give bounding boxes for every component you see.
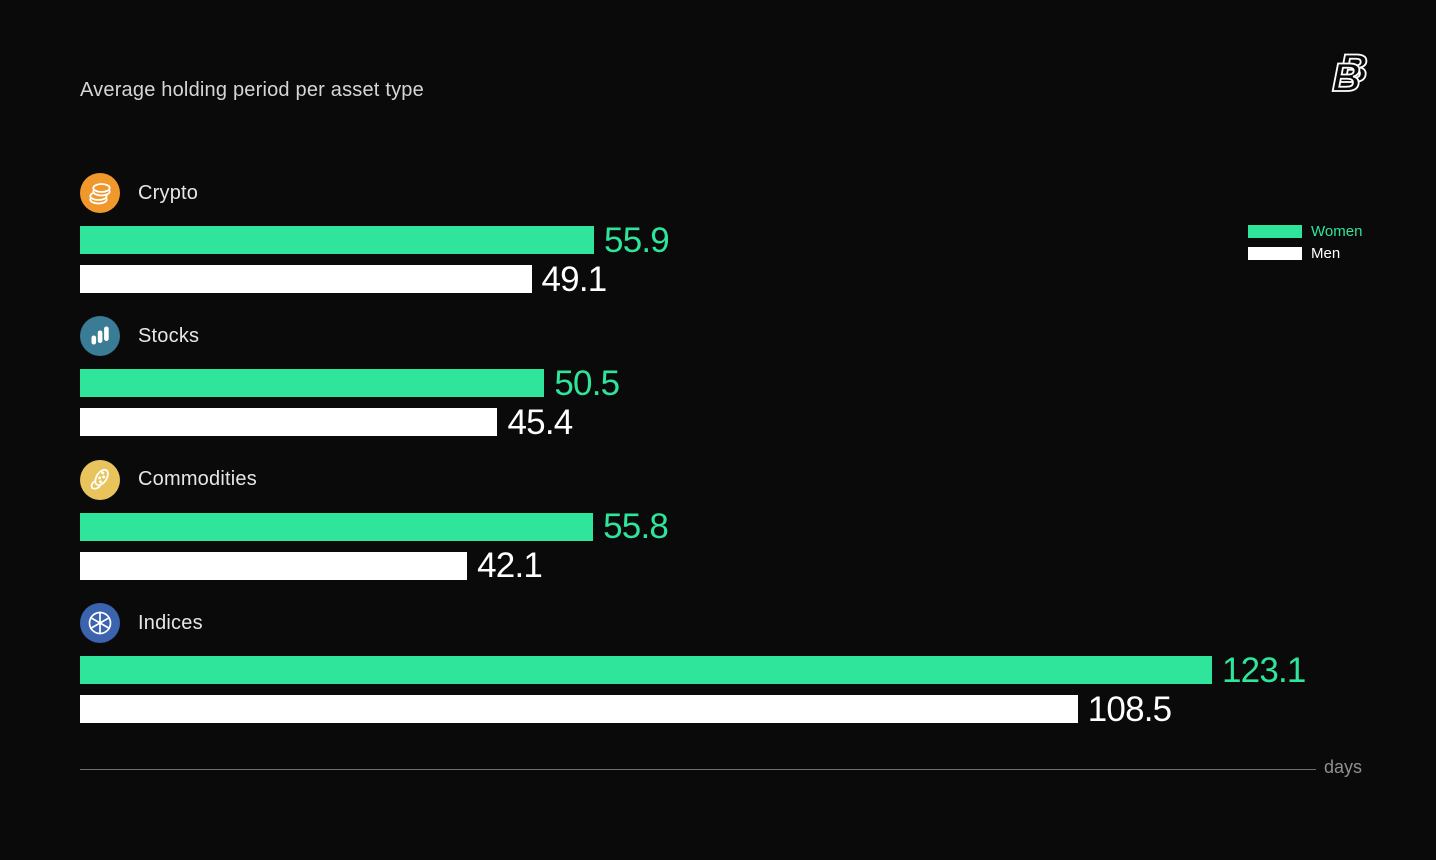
bar-line-men: 49.1 [80,262,1436,297]
bar-value-men: 108.5 [1087,689,1172,729]
bar-value-women: 55.8 [603,507,669,547]
legend-item-women: Women [1248,223,1363,240]
bar-men [80,695,1078,724]
corn-icon [80,459,120,500]
legend: Women Men [1248,223,1363,269]
row-head: Indices [80,603,1436,644]
bar-line-women: 55.8 [80,509,1436,544]
asset-label: Commodities [138,468,257,491]
bar-value-men: 45.4 [507,402,573,442]
bar-line-women: 50.5 [80,366,1436,401]
row-head: Stocks [80,316,1436,357]
logo-b-icon: B B [1331,46,1369,101]
bar-value-women: 123.1 [1222,650,1306,690]
svg-text:B: B [1339,47,1368,91]
bar-women [80,512,594,541]
men-swatch [1248,247,1302,260]
bar-women [80,656,1212,685]
bar-line-women: 123.1 [80,653,1436,688]
legend-label-men: Men [1311,245,1341,262]
bar-value-women: 50.5 [554,363,620,403]
x-axis-label: days [1324,757,1363,777]
bar-line-women: 55.9 [80,223,1436,258]
asset-label: Indices [138,611,203,634]
legend-item-men: Men [1248,245,1362,262]
bar-value-men: 49.1 [541,259,608,299]
bar-line-men: 108.5 [80,692,1436,727]
bar-line-men: 42.1 [80,548,1436,583]
coins-icon [80,173,120,213]
asset-row-indices: Indices 123.1 108.5 [80,603,1436,746]
svg-text:B: B [1332,56,1361,100]
bar-value-women: 55.9 [604,220,670,260]
chart-title: Average holding period per asset type [80,79,424,101]
asset-row-stocks: Stocks 50.5 45.4 [80,316,1436,459]
bar-rows: Crypto 55.9 49.1 [80,173,1436,747]
bar-line-men: 45.4 [80,405,1436,440]
bar-men [80,408,498,437]
asset-row-crypto: Crypto 55.9 49.1 [80,173,1436,316]
row-head: Crypto [80,173,1436,213]
brand-logo: B B [1322,46,1374,104]
bar-value-men: 42.1 [477,546,543,586]
bar-chart-icon [80,316,120,357]
bar-men [80,551,468,580]
bar-women [80,226,595,254]
row-head: Commodities [80,459,1436,500]
women-swatch [1248,225,1302,238]
pie-chart-icon [80,603,120,644]
asset-label: Crypto [138,181,199,204]
asset-row-commodities: Commodities 55.8 42.1 [80,459,1436,603]
asset-label: Stocks [138,324,200,347]
legend-label-women: Women [1311,223,1363,240]
x-axis-line [80,769,1316,770]
bar-women [80,369,545,398]
bar-men [80,265,532,293]
